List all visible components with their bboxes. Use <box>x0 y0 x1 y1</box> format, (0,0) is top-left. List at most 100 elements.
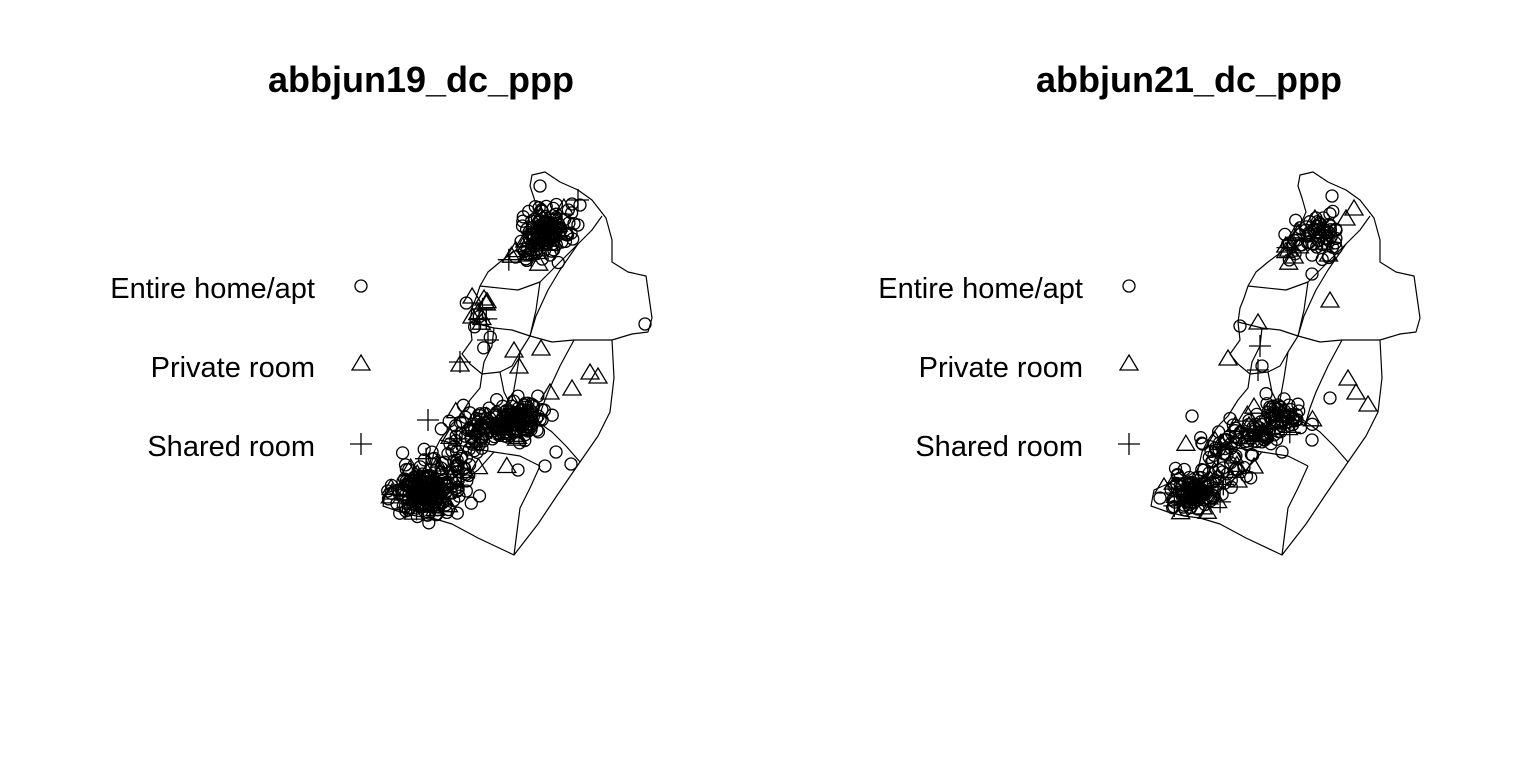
entire-home-point <box>456 398 471 412</box>
entire-home-point <box>1255 359 1269 373</box>
entire-home-point <box>485 432 500 446</box>
shared-room-point <box>449 351 471 373</box>
entire-home-point <box>1305 267 1319 281</box>
entire-home-point <box>435 456 449 470</box>
entire-home-point <box>442 414 456 428</box>
panel-abbjun19: abbjun19_dc_ppp Entire home/apt Private … <box>110 59 653 556</box>
private-room-point <box>438 495 459 513</box>
entire-home-point <box>1313 217 1328 232</box>
legend-label-entire-home: Entire home/apt <box>110 273 315 305</box>
private-room-point <box>1217 348 1239 366</box>
private-room-point <box>381 482 403 500</box>
private-room-point <box>423 486 445 504</box>
entire-home-point <box>1233 319 1247 333</box>
private-room-point <box>501 245 522 263</box>
private-room-point <box>1197 502 1218 519</box>
entire-home-point <box>1310 240 1324 254</box>
private-room-point <box>1243 456 1265 474</box>
entire-home-point <box>514 234 528 249</box>
entire-home-point <box>549 445 563 459</box>
entire-home-point <box>421 469 435 483</box>
entire-home-point <box>1259 387 1273 401</box>
entire-home-point <box>1305 248 1319 262</box>
entire-home-point <box>560 228 575 242</box>
entire-home-point <box>450 458 464 472</box>
entire-home-point <box>401 475 416 490</box>
private-room-point <box>1302 409 1323 427</box>
entire-home-point <box>398 458 413 472</box>
private-room-point <box>1357 394 1379 412</box>
entire-home-point <box>537 403 552 417</box>
entire-home-point <box>434 422 448 436</box>
entire-home-point <box>483 330 497 344</box>
entire-home-point <box>533 226 547 241</box>
private-room-point <box>508 356 530 374</box>
private-room-point <box>464 408 486 426</box>
entire-home-point <box>459 450 473 465</box>
entire-home-point <box>544 220 559 235</box>
entire-home-point <box>529 243 543 257</box>
entire-home-point <box>1271 424 1286 439</box>
private-room-point <box>1273 401 1294 419</box>
entire-home-point <box>1286 410 1300 425</box>
entire-home-point <box>531 425 546 439</box>
entire-home-point <box>1287 412 1301 426</box>
private-room-point <box>429 461 451 479</box>
entire-home-point <box>391 483 405 497</box>
entire-home-point <box>1186 488 1200 503</box>
private-room-point <box>461 306 483 324</box>
private-room-point <box>1170 502 1191 520</box>
entire-home-point <box>532 201 546 215</box>
private-room-point <box>473 288 495 306</box>
legend-triangle-icon <box>350 353 372 371</box>
private-room-point <box>528 253 549 271</box>
entire-home-point <box>1166 493 1180 507</box>
entire-home-point <box>1326 204 1340 219</box>
entire-home-point <box>449 471 463 486</box>
entire-home-point <box>1312 225 1327 240</box>
entire-home-point <box>1216 461 1230 475</box>
entire-home-point <box>1205 481 1219 496</box>
entire-home-point <box>1185 409 1199 423</box>
entire-home-point <box>549 197 564 212</box>
private-room-point <box>1237 404 1258 422</box>
private-room-point <box>1225 461 1246 479</box>
private-room-point <box>514 230 535 248</box>
entire-home-point <box>457 461 472 475</box>
entire-home-point <box>1300 236 1315 250</box>
legend-label-entire-home: Entire home/apt <box>878 273 1083 305</box>
entire-home-point <box>1241 418 1256 432</box>
entire-home-point <box>451 465 465 479</box>
legend-label-shared-room: Shared room <box>915 431 1083 463</box>
entire-home-point <box>393 506 407 520</box>
private-room-point <box>461 286 483 304</box>
entire-home-point <box>464 496 478 510</box>
private-room-point <box>1175 434 1197 451</box>
private-room-point <box>1204 461 1225 479</box>
entire-home-point <box>1153 491 1167 505</box>
legend-label-private-room: Private room <box>151 352 315 384</box>
shared-room-point <box>1276 236 1299 259</box>
entire-home-point <box>571 218 585 232</box>
panel-abbjun21: abbjun21_dc_ppp Entire home/apt Private … <box>878 59 1421 556</box>
entire-home-point <box>1206 491 1220 505</box>
entire-home-point <box>540 236 555 251</box>
entire-home-point <box>524 248 538 262</box>
private-room-point <box>1153 476 1175 494</box>
private-room-point <box>579 362 601 380</box>
legend-circle-icon <box>1122 279 1136 293</box>
private-room-point <box>1192 497 1214 515</box>
entire-home-point <box>1323 207 1337 221</box>
entire-home-point <box>384 478 399 493</box>
entire-home-point <box>1191 502 1205 516</box>
entire-home-point <box>638 317 652 331</box>
entire-home-point <box>1289 213 1303 227</box>
entire-home-point <box>1228 424 1242 438</box>
entire-home-point <box>465 437 480 451</box>
entire-home-point <box>1205 455 1219 469</box>
entire-home-point <box>1325 189 1339 203</box>
entire-home-point <box>1174 477 1188 491</box>
private-room-point <box>1214 431 1235 449</box>
entire-home-point <box>1329 223 1343 237</box>
legend-circle-icon <box>354 279 368 293</box>
